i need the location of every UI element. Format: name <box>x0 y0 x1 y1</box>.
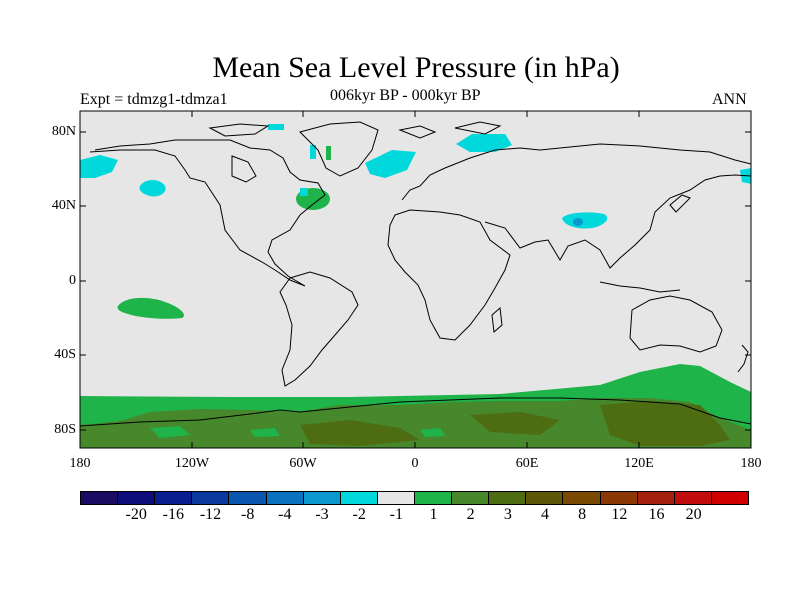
colorbar-swatch <box>229 492 267 504</box>
colorbar-label: 2 <box>466 506 475 523</box>
colorbar-swatch <box>414 492 453 504</box>
colorbar-swatch <box>452 492 490 504</box>
coastlines <box>80 121 751 427</box>
colorbar-label: 12 <box>611 506 628 523</box>
colorbar-swatch <box>266 492 304 504</box>
lon-tick-label: 180 <box>69 456 91 471</box>
colorbar-label: -4 <box>278 506 292 523</box>
olive-patch-2 <box>300 420 420 446</box>
lon-tick-label: 60W <box>289 456 317 471</box>
colorbar-label: 16 <box>648 506 665 523</box>
lon-tick-label: 60E <box>515 456 539 471</box>
cyan-arctic-east <box>456 134 512 152</box>
colorbar-label: 8 <box>578 506 587 523</box>
colorbar-swatch <box>303 492 341 504</box>
colorbar-swatch <box>155 492 193 504</box>
lat-tick-label: 0 <box>69 273 76 288</box>
colorbar-swatch <box>192 492 230 504</box>
colorbar-label: -12 <box>199 506 222 523</box>
colorbar-swatch <box>340 492 378 504</box>
colorbar-swatch <box>81 492 119 504</box>
colorbar-label: 20 <box>685 506 702 523</box>
olive-patch-3 <box>470 412 560 435</box>
colorbar-label: 4 <box>541 506 549 523</box>
colorbar-swatch <box>489 492 527 504</box>
colorbar-swatch <box>118 492 156 504</box>
lon-tick-label: 180 <box>740 456 762 471</box>
colorbar-label: -20 <box>125 506 147 523</box>
colorbar-label: -8 <box>240 506 255 523</box>
colorbar-swatch <box>600 492 638 504</box>
colorbar-swatch <box>563 492 601 504</box>
colorbar-label: -3 <box>315 506 329 523</box>
lon-tick-label: 120E <box>624 456 654 471</box>
lat-tick-label: 80N <box>51 124 76 139</box>
antarctic-dark-green <box>80 398 751 448</box>
colorbar-swatch <box>711 492 748 504</box>
colorbar <box>80 491 749 505</box>
lat-tick-label: 40N <box>51 198 76 213</box>
olive-patch-1 <box>600 401 730 446</box>
experiment-label: Expt = tdmzg1-tdmza1 <box>80 91 228 108</box>
period-label: 006kyr BP - 000kyr BP <box>330 87 481 104</box>
colorbar-label: 1 <box>429 506 438 523</box>
colorbar-swatch <box>637 492 675 504</box>
map-title: Mean Sea Level Pressure (in hPa) <box>212 51 620 84</box>
colorbar-swatch <box>377 492 415 504</box>
pacific-green-blob <box>117 297 185 319</box>
lat-tick-label: 80S <box>54 422 76 437</box>
cyan-north-pacific <box>139 180 166 197</box>
lat-tick-label: 40S <box>54 347 76 362</box>
cyan-tibet <box>562 212 608 229</box>
lon-tick-label: 0 <box>411 456 419 471</box>
colorbar-label: -1 <box>389 506 403 523</box>
colorbar-label: -16 <box>162 506 184 523</box>
season-label: ANN <box>712 91 747 108</box>
colorbar-label: 3 <box>503 506 512 523</box>
lon-tick-label: 120W <box>174 456 210 471</box>
cyan-greenland <box>365 150 416 178</box>
colorbar-swatch <box>526 492 564 504</box>
colorbar-label: -2 <box>352 506 366 523</box>
colorbar-swatch <box>674 492 712 504</box>
cyan-arctic-west <box>80 155 118 178</box>
